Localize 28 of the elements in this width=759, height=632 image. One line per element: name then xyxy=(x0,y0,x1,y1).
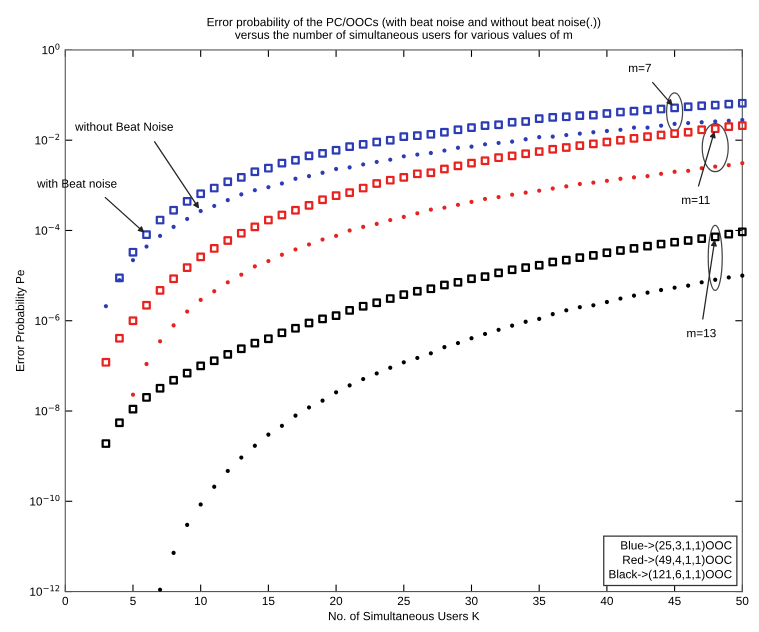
x-tick-label: 50 xyxy=(736,596,748,606)
y-tick-label: 10$^{0}$ xyxy=(42,43,60,54)
y-tick-label: 10$^{−4}$ xyxy=(35,224,60,235)
x-tick-label: 35 xyxy=(533,596,546,606)
y-tick-label: 10$^{−10}$ xyxy=(30,494,60,506)
x-tick-label: 40 xyxy=(600,596,613,606)
annotation: m=7 xyxy=(629,64,651,72)
annotation: m=13 xyxy=(687,328,716,338)
annotation: without Beat Noise xyxy=(75,122,173,131)
x-tick-label: 20 xyxy=(330,596,342,606)
y-axis-title: Error Probability Pe xyxy=(16,270,27,371)
x-tick-label: 10 xyxy=(195,596,207,606)
x-tick-label: 25 xyxy=(398,596,410,606)
annotation: Black->(121,6,1,1)OOC xyxy=(609,570,732,581)
x-tick-label: 15 xyxy=(262,596,274,606)
x-tick-label: 0 xyxy=(62,596,68,606)
y-tick-label: 10$^{−12}$ xyxy=(30,585,60,596)
x-tick-label: 45 xyxy=(668,596,681,606)
chart-title: Error probability of the PC/OOCs (with beat noise and without beat noise(.)) versus the number of simultaneous users for various values of m xyxy=(208,18,600,39)
x-tick-label: 5 xyxy=(130,596,136,606)
y-tick-label: 10$^{−6}$ xyxy=(35,314,60,326)
x-axis-title: No. of Simultaneous Users K xyxy=(328,612,480,620)
x-tick-label: 30 xyxy=(465,596,478,606)
y-tick-label: 10$^{−8}$ xyxy=(35,404,60,416)
annotation: Red->(49,4,1,1)OOC xyxy=(623,555,732,566)
annotation: m=11 xyxy=(682,196,710,204)
y-tick-label: 10$^{−2}$ xyxy=(35,134,60,144)
annotation: Blue->(25,3,1,1)OOC xyxy=(621,540,732,552)
